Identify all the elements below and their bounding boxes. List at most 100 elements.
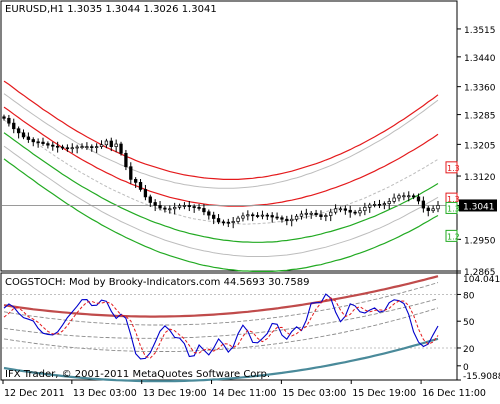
indicator-cog-upper-gray — [3, 282, 439, 326]
band-labels: 1.31.31.31.2 — [445, 161, 460, 242]
candle-body — [207, 211, 211, 216]
candle-body — [255, 215, 260, 217]
price-tick-label: 1.2865 — [464, 268, 496, 278]
candle-body — [138, 182, 143, 190]
time-tick-label: 13 Dec 03:00 — [73, 388, 137, 399]
candle-body — [358, 210, 362, 214]
candle-body — [104, 140, 109, 146]
candle-body — [187, 205, 191, 207]
candle-body — [168, 208, 172, 211]
current-price-label: 1.3041 — [463, 202, 495, 212]
candle-body — [177, 205, 182, 208]
candle-body — [416, 196, 421, 202]
candle-body — [182, 205, 187, 207]
price-bands — [3, 80, 439, 272]
candle-body — [85, 146, 89, 148]
candle-body — [114, 143, 118, 147]
time-tick-label: 12 Dec 2011 — [4, 388, 65, 399]
symbol-header: EURUSD,H1 1.3035 1.3044 1.3026 1.3041 — [5, 4, 217, 15]
candle-body — [333, 208, 338, 213]
candle-body — [16, 128, 21, 134]
candles — [2, 114, 440, 229]
band-label-box — [445, 201, 458, 214]
candle-body — [309, 212, 313, 215]
candle-body — [129, 166, 133, 180]
candle-body — [372, 203, 377, 206]
candle-body — [348, 209, 352, 213]
candle-body — [397, 195, 401, 199]
candle-body — [411, 195, 416, 198]
band-center — [3, 119, 439, 225]
candle-body — [173, 206, 177, 210]
indicator-axis: 104.0416 80 50 20 0-15.9088 — [457, 272, 500, 382]
candle-body — [363, 206, 367, 212]
band-lower-mid — [3, 145, 439, 257]
candle-body — [95, 146, 99, 148]
band-label-text: 1.2 — [447, 232, 460, 241]
candle-body — [70, 147, 74, 150]
price-tick-label: 1.3285 — [464, 112, 496, 122]
indicator-tick-label: 50 — [463, 318, 475, 328]
indicator-stoch-main — [3, 293, 439, 360]
candle-body — [338, 208, 343, 211]
candle-body — [260, 214, 265, 217]
candle-body — [280, 217, 284, 220]
candle-body — [329, 211, 333, 216]
indicator-header: COGSTOCH: Mod by Brooky-Indicators.com 4… — [5, 277, 309, 288]
candle-body — [436, 205, 440, 210]
candle-body — [314, 212, 318, 216]
band-lower-inner — [3, 132, 439, 243]
candle-body — [426, 207, 430, 212]
candle-body — [26, 136, 31, 140]
candle-body — [236, 217, 240, 222]
candle-body — [7, 117, 11, 124]
candle-body — [90, 146, 94, 148]
indicator-cog-upper-red — [3, 275, 439, 318]
price-tick-label: 1.3515 — [464, 26, 496, 36]
candle-body — [55, 145, 60, 148]
candle-body — [192, 206, 196, 208]
indicator-cog-lower-gray — [3, 307, 439, 352]
band-label-box — [445, 229, 458, 242]
price-tick-label: 1.3120 — [464, 173, 496, 183]
indicator-cog-lower-blue — [3, 337, 439, 383]
candle-body — [241, 215, 245, 219]
candle-body — [202, 208, 206, 213]
indicator-series — [3, 275, 439, 383]
candle-body — [75, 146, 79, 149]
candle-body — [143, 189, 148, 198]
candle-body — [46, 143, 50, 146]
candle-body — [265, 214, 269, 217]
indicator-tick-label: 104.0416 — [463, 275, 500, 285]
candle-body — [299, 213, 304, 217]
price-tick-label: 1.3205 — [464, 141, 496, 151]
candle-body — [304, 212, 308, 215]
candle-body — [275, 216, 279, 219]
time-tick-label: 16 Dec 11:00 — [422, 388, 486, 399]
candle-body — [221, 221, 226, 224]
candle-body — [12, 122, 16, 130]
candle-body — [31, 139, 35, 143]
price-tick-label: 1.3360 — [464, 84, 496, 94]
candle-body — [153, 202, 157, 206]
candle-body — [368, 204, 372, 208]
time-tick-label: 13 Dec 19:00 — [143, 388, 207, 399]
candle-body — [270, 215, 274, 218]
candle-body — [163, 207, 167, 210]
candle-body — [65, 147, 70, 150]
candle-body — [324, 215, 328, 217]
candle-body — [36, 141, 40, 144]
candle-body — [226, 221, 230, 224]
price-tick-label: 1.2950 — [464, 236, 496, 246]
candle-body — [124, 152, 128, 168]
indicator-tick-label: 0 — [463, 363, 469, 373]
candle-body — [421, 200, 426, 209]
candle-body — [246, 214, 250, 217]
indicator-cog-center — [3, 298, 439, 339]
candle-body — [407, 195, 411, 198]
candle-body — [382, 203, 387, 206]
candle-body — [119, 143, 123, 154]
candle-body — [148, 196, 152, 203]
